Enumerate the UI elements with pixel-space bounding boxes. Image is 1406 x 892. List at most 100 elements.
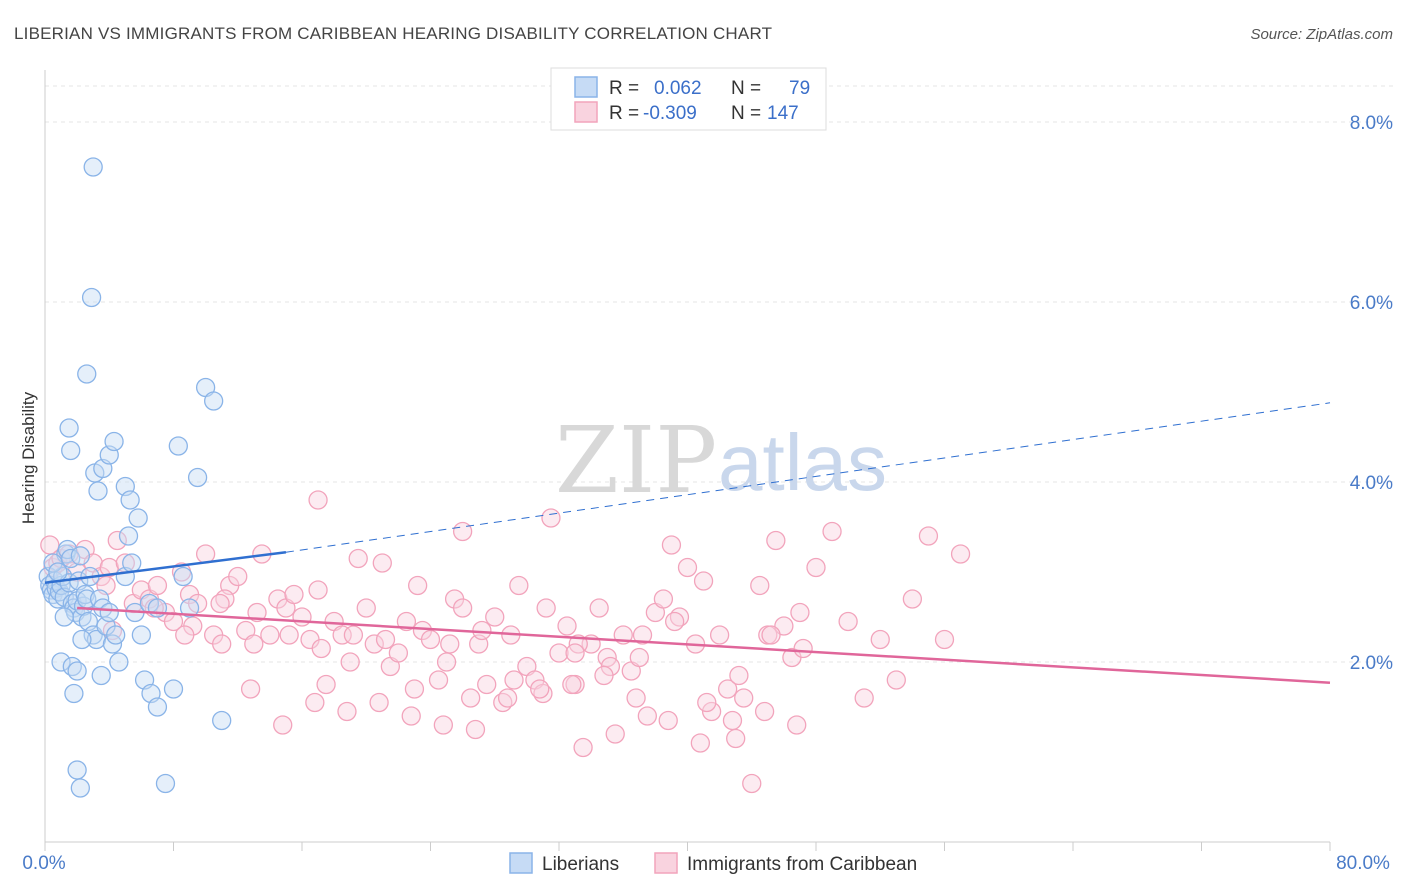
caribbean-point-103: [918, 526, 939, 546]
caribbean-point-111: [279, 625, 299, 645]
liberians-points: [40, 490, 971, 794]
caribbean-point-100: [870, 629, 890, 650]
liberians-point-78: [91, 665, 111, 686]
watermark-atlas: atlas: [718, 418, 887, 507]
caribbean-point-45: [388, 643, 409, 663]
caribbean-point-97: [822, 521, 842, 542]
caribbean-point-117: [472, 620, 492, 641]
caribbean-point-57: [485, 607, 505, 627]
liberians-point-37: [118, 526, 139, 546]
liberians-point-71: [179, 598, 200, 618]
caribbean-point-40: [348, 548, 368, 569]
caribbean-point-64: [541, 508, 561, 528]
caribbean-point-27: [244, 634, 264, 654]
caribbean-point-99: [854, 688, 874, 708]
watermark-zip: ZIP: [555, 407, 717, 514]
caribbean-point-137: [530, 679, 550, 699]
liberians-swatch: [574, 76, 598, 98]
caribbean-point-84: [701, 701, 722, 722]
liberians-point-62: [120, 490, 140, 510]
liberians-point-20: [70, 546, 90, 566]
chart-source: Source: ZipAtlas.com: [1250, 26, 1393, 43]
caribbean-point-79: [661, 535, 682, 555]
caribbean-point-88: [734, 688, 754, 708]
caribbean-point-72: [605, 724, 625, 744]
caribbean-trend-line: [77, 606, 1331, 684]
liberians-trend-extension: [285, 402, 1331, 553]
legend-liberians-label: Liberians: [542, 854, 619, 875]
caribbean-point-125: [729, 665, 749, 686]
caribbean-point-102: [902, 589, 923, 609]
caribbean-point-131: [337, 701, 357, 722]
liberians-point-57: [88, 481, 108, 501]
caribbean-point-130: [305, 692, 325, 713]
liberians-trend-line: [44, 550, 287, 585]
liberians-point-63: [128, 508, 148, 528]
caribbean-point-129: [273, 715, 293, 735]
caribbean-point-142: [690, 733, 710, 753]
caribbean-point-68: [573, 737, 593, 758]
caribbean-point-10: [107, 530, 127, 551]
liberians-point-69: [168, 436, 188, 456]
legend-n-label-2: N =: [731, 103, 761, 124]
caribbean-point-46: [396, 611, 417, 632]
caribbean-point-101: [886, 670, 906, 690]
caribbean-point-123: [665, 611, 685, 632]
caribbean-point-92: [766, 530, 786, 551]
caribbean-point-15: [147, 575, 168, 596]
caribbean-point-76: [637, 706, 657, 726]
caribbean-point-141: [658, 710, 678, 731]
liberians-point-43: [43, 553, 63, 573]
caribbean-point-60: [509, 575, 529, 596]
caribbean-points: [38, 157, 232, 798]
liberians-point-76: [67, 760, 87, 780]
legend-r-label-1: R =: [609, 78, 639, 99]
caribbean-point-145: [787, 715, 807, 735]
y-tick-label-1: 4.0%: [1350, 473, 1393, 494]
x-tick-label-min: 0.0%: [22, 853, 65, 874]
caribbean-point-21: [195, 544, 216, 564]
caribbean-point-143: [722, 710, 743, 731]
y-tick-label-2: 6.0%: [1350, 293, 1393, 314]
caribbean-point-133: [401, 706, 421, 726]
caribbean-point-122: [632, 625, 653, 645]
caribbean-point-54: [461, 688, 481, 708]
caribbean-point-39: [340, 652, 360, 672]
caribbean-point-116: [440, 634, 460, 654]
legend-r-value-2: -0.309: [643, 103, 697, 124]
x-tick-label-max: 80.0%: [1336, 853, 1390, 874]
legend-n-value-1: 79: [789, 78, 810, 99]
caribbean-point-43: [372, 553, 392, 573]
y-tick-label-3: 8.0%: [1350, 113, 1393, 134]
liberians-point-35: [109, 652, 129, 672]
caribbean-point-98: [838, 611, 858, 632]
liberians-point-55: [83, 157, 103, 177]
stats-legend: R = 0.062 N = 79 R = -0.309 N = 147: [550, 67, 827, 131]
legend-liberians-swatch: [509, 852, 533, 874]
caribbean-point-32: [284, 584, 304, 605]
liberians-point-50: [64, 683, 84, 704]
caribbean-point-78: [653, 589, 674, 609]
caribbean-point-87: [726, 728, 746, 749]
liberians-point-51: [67, 661, 87, 681]
caribbean-point-51: [436, 652, 457, 672]
legend-n-value-2: 147: [767, 103, 799, 124]
liberians-point-72: [187, 467, 208, 488]
caribbean-point-138: [562, 674, 582, 695]
caribbean-point-81: [677, 557, 698, 578]
legend-r-label-2: R =: [609, 103, 639, 124]
liberians-point-45: [51, 652, 71, 672]
watermark: ZIP atlas: [555, 407, 887, 514]
caribbean-point-50: [428, 670, 449, 690]
liberians-point-38: [122, 553, 142, 573]
caribbean-point-89: [742, 773, 762, 794]
liberians-point-44: [48, 562, 68, 582]
y-axis-label: Hearing Disability: [19, 391, 38, 524]
y-tick-label-0: 2.0%: [1350, 653, 1393, 674]
liberians-point-46: [54, 607, 74, 627]
liberians-point-60: [104, 431, 124, 452]
caribbean-point-127: [793, 638, 813, 659]
caribbean-point-148: [565, 643, 585, 663]
caribbean-point-23: [212, 634, 232, 654]
